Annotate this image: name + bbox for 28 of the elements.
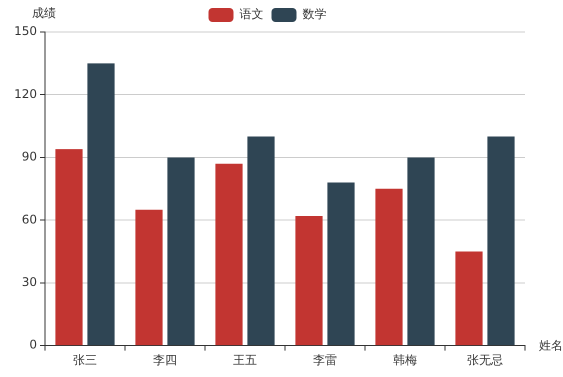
bar (55, 149, 83, 346)
legend-label: 语文 (240, 7, 264, 22)
legend-label: 数学 (302, 7, 326, 22)
x-tick-label: 张无忌 (467, 352, 503, 367)
y-tick-label: 60 (22, 212, 37, 226)
bar (327, 182, 355, 346)
bar (167, 157, 195, 346)
y-tick-label: 30 (22, 275, 37, 290)
bar (487, 136, 515, 346)
x-tick-label: 李雷 (313, 352, 337, 367)
bar (135, 210, 163, 346)
y-axis-title: 成绩 (32, 6, 56, 20)
bar (455, 252, 483, 346)
bar (295, 216, 323, 346)
x-tick-label: 李四 (153, 352, 177, 367)
bar (407, 157, 435, 346)
x-tick-label: 韩梅 (393, 352, 417, 367)
bar (87, 63, 115, 346)
y-tick-label: 0 (29, 338, 37, 352)
y-tick-label: 150 (14, 24, 37, 38)
x-tick-label: 王五 (233, 352, 257, 367)
x-tick-label: 张三 (73, 352, 97, 367)
x-axis-title: 姓名 (539, 338, 563, 353)
bar (247, 136, 275, 346)
y-tick-label: 90 (22, 150, 37, 164)
bar (215, 164, 243, 346)
y-tick-label: 120 (14, 86, 37, 101)
bar (375, 188, 403, 346)
